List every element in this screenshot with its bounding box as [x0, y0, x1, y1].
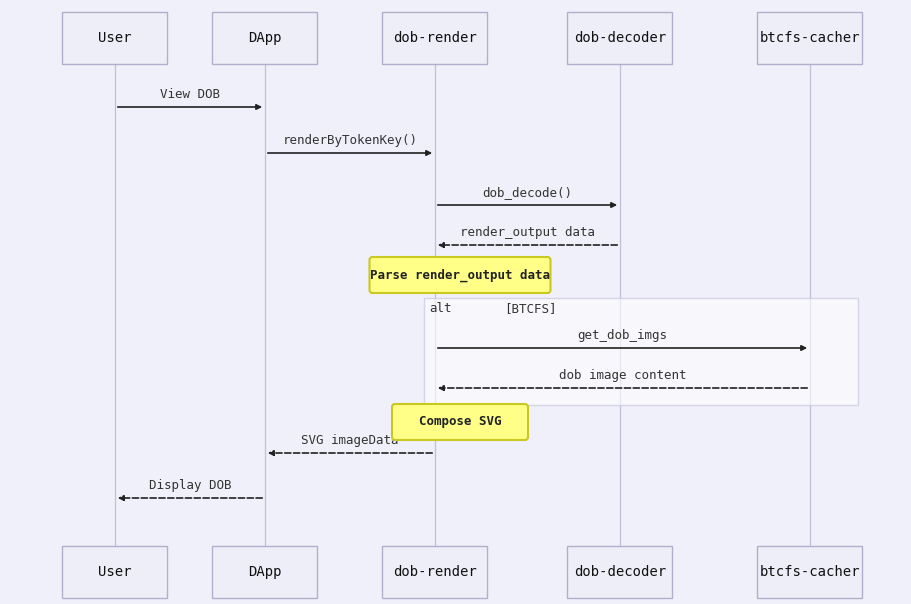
- FancyBboxPatch shape: [757, 546, 862, 598]
- FancyBboxPatch shape: [63, 12, 168, 64]
- FancyBboxPatch shape: [63, 546, 168, 598]
- Text: DApp: DApp: [248, 565, 281, 579]
- FancyBboxPatch shape: [212, 12, 317, 64]
- FancyBboxPatch shape: [382, 546, 487, 598]
- Text: [BTCFS]: [BTCFS]: [504, 302, 556, 315]
- Text: alt: alt: [428, 302, 451, 315]
- Text: User: User: [98, 31, 131, 45]
- Text: DApp: DApp: [248, 31, 281, 45]
- Text: btcfs-cacher: btcfs-cacher: [759, 565, 859, 579]
- Text: SVG imageData: SVG imageData: [301, 434, 398, 447]
- FancyBboxPatch shape: [392, 404, 527, 440]
- Text: dob-render: dob-render: [393, 31, 476, 45]
- Text: get_dob_imgs: get_dob_imgs: [577, 329, 667, 342]
- FancyBboxPatch shape: [382, 12, 487, 64]
- Text: User: User: [98, 565, 131, 579]
- Text: Parse render_output data: Parse render_output data: [370, 268, 549, 281]
- Text: btcfs-cacher: btcfs-cacher: [759, 31, 859, 45]
- FancyBboxPatch shape: [567, 546, 671, 598]
- Text: dob image content: dob image content: [558, 369, 685, 382]
- Text: renderByTokenKey(): renderByTokenKey(): [282, 134, 417, 147]
- FancyBboxPatch shape: [757, 12, 862, 64]
- Text: Display DOB: Display DOB: [148, 479, 231, 492]
- FancyBboxPatch shape: [369, 257, 550, 293]
- FancyBboxPatch shape: [212, 546, 317, 598]
- Text: dob-decoder: dob-decoder: [573, 565, 665, 579]
- Text: View DOB: View DOB: [159, 88, 220, 101]
- Bar: [424, 298, 857, 405]
- FancyBboxPatch shape: [567, 12, 671, 64]
- Text: dob-decoder: dob-decoder: [573, 31, 665, 45]
- Text: render_output data: render_output data: [459, 226, 594, 239]
- Text: dob_decode(): dob_decode(): [482, 186, 572, 199]
- Text: dob-render: dob-render: [393, 565, 476, 579]
- Text: Compose SVG: Compose SVG: [418, 416, 501, 428]
